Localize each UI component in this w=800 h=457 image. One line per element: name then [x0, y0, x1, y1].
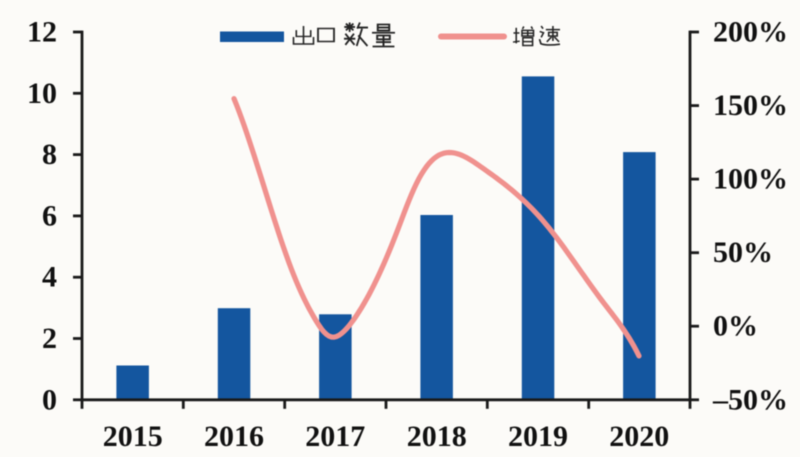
svg-text:8: 8	[42, 138, 57, 171]
svg-text:150%: 150%	[713, 89, 788, 122]
svg-text:200%: 200%	[713, 16, 788, 49]
svg-text:10: 10	[27, 77, 57, 110]
svg-text:2017: 2017	[305, 420, 365, 452]
svg-text:6: 6	[42, 199, 57, 232]
svg-text:2020: 2020	[609, 420, 669, 452]
svg-text:0: 0	[42, 383, 57, 416]
svg-text:2019: 2019	[508, 420, 568, 452]
svg-text:–50%: –50%	[712, 383, 788, 416]
svg-text:2018: 2018	[407, 420, 467, 452]
svg-text:2015: 2015	[103, 420, 163, 452]
svg-text:2016: 2016	[204, 420, 264, 452]
svg-text:0%: 0%	[713, 310, 758, 343]
svg-text:2: 2	[42, 322, 57, 355]
svg-text:50%: 50%	[713, 236, 773, 269]
svg-text:4: 4	[42, 261, 57, 294]
svg-text:12: 12	[27, 16, 57, 49]
svg-text:100%: 100%	[713, 163, 788, 196]
